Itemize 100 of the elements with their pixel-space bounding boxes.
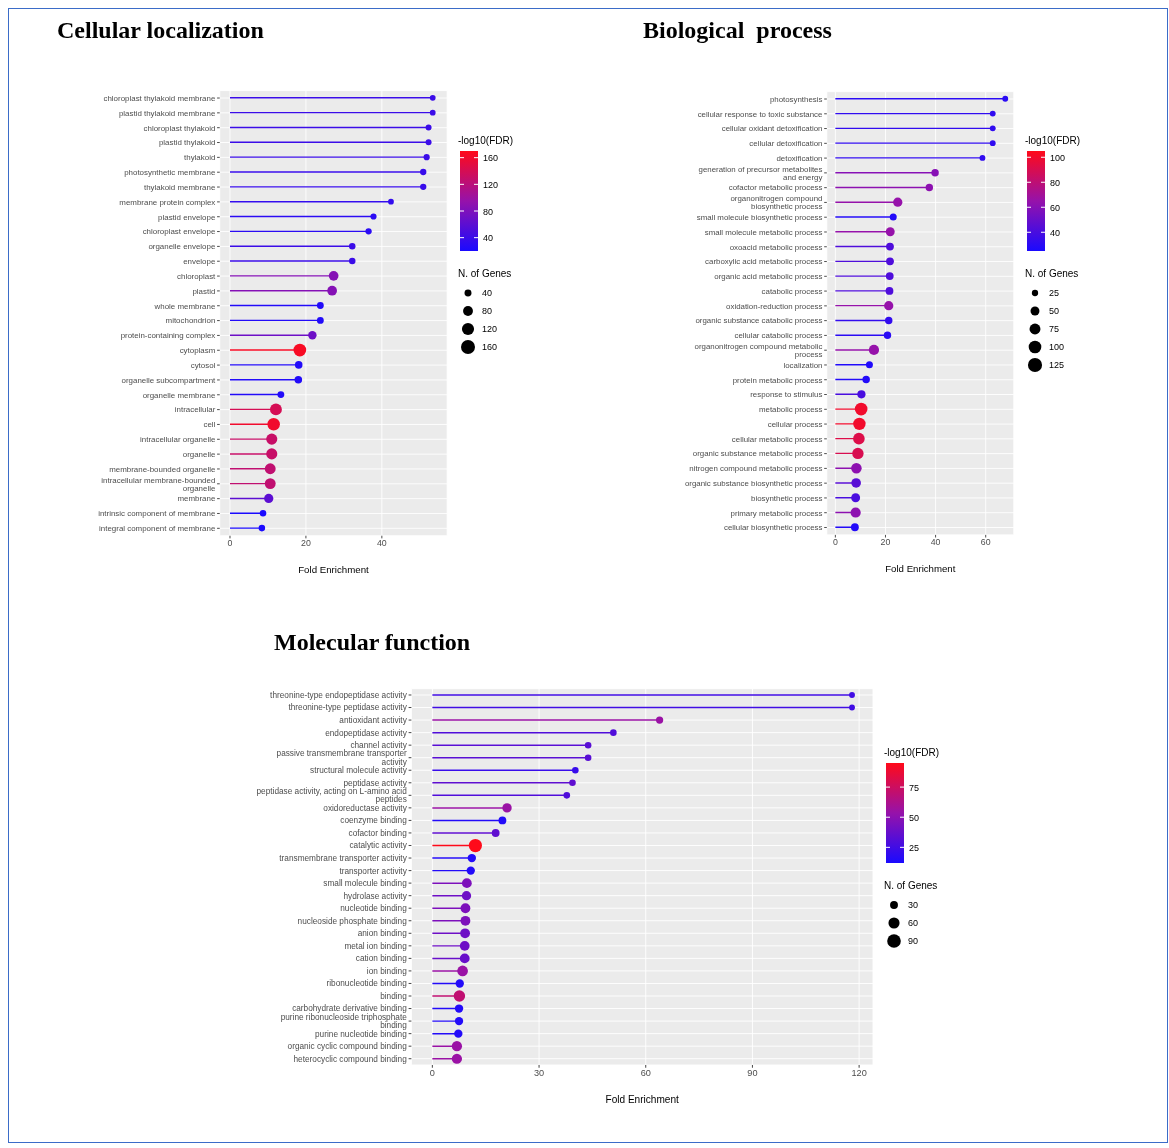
color-bar-label: 50: [909, 812, 920, 823]
y-tick-label: carboxylic acid metabolic process: [705, 257, 823, 267]
chart-title: Biological process: [642, 17, 833, 45]
legend-label: 60: [908, 918, 919, 928]
x-tick-label: 60: [980, 537, 991, 548]
y-tick-label: biosynthetic process: [751, 493, 823, 503]
y-tick-label: cellular oxidant detoxification: [721, 124, 823, 134]
y-tick-label: hydrolase activity: [343, 891, 408, 901]
y-tick-label: binding: [380, 991, 408, 1001]
x-tick-label: 0: [832, 537, 838, 548]
legend-label: 75: [1048, 324, 1059, 334]
y-tick-label: catabolic process: [761, 286, 823, 296]
y-tick-label: integral component of membrane: [99, 524, 216, 534]
legend-title: N. of Genes: [884, 880, 938, 891]
legend-title: N. of Genes: [457, 268, 512, 279]
y-tick-label: plastid envelope: [158, 212, 216, 222]
x-tick-label: 0: [429, 1068, 435, 1079]
x-tick-label: 20: [301, 538, 311, 549]
y-tick-label: organic acid metabolic process: [714, 272, 823, 282]
y-tick-label: organelle membrane: [142, 390, 216, 400]
y-tick-label: organic substance biosynthetic process: [684, 478, 823, 488]
y-tick-label: cellular metabolic process: [731, 434, 823, 444]
y-tick-label: organonitrogen compound metabolic process: [694, 342, 823, 359]
legend-title: N. of Genes: [1024, 268, 1078, 279]
color-bar-label: 75: [909, 782, 920, 793]
color-bar-label: 100: [1049, 152, 1065, 163]
y-tick-label: organelle envelope: [148, 242, 216, 252]
y-tick-label: organic substance metabolic process: [692, 449, 823, 459]
y-tick-label: protein-containing complex: [120, 331, 216, 341]
x-tick-label: 20: [880, 537, 891, 548]
y-tick-label: oxidoreductase activity: [323, 803, 408, 813]
y-tick-label: membrane-bounded organelle: [109, 464, 216, 474]
color-bar-title: -log10(FDR): [1024, 135, 1080, 146]
y-tick-label: organelle subcompartment: [121, 375, 217, 385]
y-tick-label: cellular catabolic process: [734, 331, 823, 341]
y-tick-label: cofactor metabolic process: [728, 183, 823, 193]
legend-label: 90: [908, 936, 919, 946]
y-tick-label: anion binding: [357, 929, 408, 939]
y-tick-label: plastid thylakoid membrane: [118, 108, 216, 118]
y-tick-label: thylakoid membrane: [143, 182, 216, 192]
y-tick-label: nucleoside phosphate binding: [297, 916, 408, 926]
y-tick-label: structural molecule activity: [310, 766, 408, 776]
y-tick-label: oxoacid metabolic process: [729, 242, 823, 252]
y-tick-label: chloroplast envelope: [142, 227, 216, 237]
color-bar-label: 40: [482, 233, 493, 244]
y-tick-label: cytosol: [190, 360, 216, 370]
y-tick-label: metal ion binding: [344, 941, 408, 951]
y-tick-label: cytoplasm: [179, 346, 216, 356]
color-bar-label: 80: [482, 206, 493, 217]
y-tick-label: threonine-type peptidase activity: [288, 703, 408, 713]
y-tick-label: photosynthetic membrane: [124, 168, 216, 178]
y-tick-label: intracellular organelle: [140, 435, 216, 445]
y-tick-label: ribonucleotide binding: [326, 979, 408, 989]
legend-label: 25: [1048, 288, 1059, 298]
y-tick-label: photosynthesis: [769, 94, 823, 104]
y-tick-label: catalytic activity: [349, 841, 408, 851]
y-tick-label: small molecule metabolic process: [704, 227, 823, 237]
x-tick-label: 30: [533, 1068, 545, 1079]
x-axis-title: Fold Enrichment: [605, 1094, 680, 1106]
x-tick-label: 90: [747, 1068, 758, 1079]
y-tick-label: organic substance catabolic process: [695, 316, 823, 326]
y-tick-label: protein metabolic process: [732, 375, 823, 385]
color-bar-label: 25: [909, 842, 920, 853]
chart-title: Molecular function: [273, 629, 472, 657]
y-tick-label: membrane: [177, 494, 216, 504]
y-tick-label: metabolic process: [758, 405, 823, 415]
y-tick-label: transporter activity: [339, 866, 408, 876]
y-tick-label: chloroplast: [177, 271, 217, 281]
y-tick-label: carbohydrate derivative binding: [292, 1004, 408, 1014]
y-tick-label: intracellular membrane-bounded organelle: [101, 475, 216, 493]
x-tick-label: 40: [930, 537, 941, 548]
y-tick-label: generation of precursor metabolites and energy: [698, 164, 823, 182]
color-bar-label: 40: [1049, 227, 1060, 238]
y-tick-label: organelle: [182, 449, 216, 459]
y-tick-label: small molecule binding: [323, 879, 408, 889]
y-tick-label: nucleotide binding: [340, 904, 408, 914]
chart-title: Cellular localization: [56, 17, 265, 45]
y-tick-label: mitochondrion: [165, 316, 216, 326]
y-tick-label: intrinsic component of membrane: [98, 509, 216, 519]
legend-label: 40: [481, 288, 492, 298]
color-bar-label: 60: [1049, 202, 1060, 213]
y-tick-label: nitrogen compound metabolic process: [689, 464, 823, 474]
y-tick-label: primary metabolic process: [730, 508, 823, 518]
y-tick-label: heterocyclic compound binding: [293, 1054, 408, 1064]
y-tick-label: channel activity: [350, 741, 408, 751]
y-tick-label: organonitrogen compound biosynthetic process: [730, 194, 823, 212]
y-tick-label: localization: [783, 360, 823, 370]
legend-label: 120: [481, 324, 497, 334]
y-tick-label: envelope: [183, 257, 216, 267]
y-tick-label: cellular response to toxic substance: [697, 109, 824, 119]
x-axis-title: Fold Enrichment: [885, 562, 956, 574]
y-tick-label: intracellular: [174, 405, 216, 415]
y-tick-label: cofactor binding: [348, 828, 408, 838]
x-tick-label: 40: [376, 538, 387, 549]
color-bar-label: 120: [482, 179, 498, 190]
y-tick-label: cellular process: [767, 419, 823, 429]
y-tick-label: organic cyclic compound binding: [287, 1042, 408, 1052]
legend-label: 125: [1048, 360, 1064, 370]
y-tick-label: endopeptidase activity: [325, 728, 408, 738]
y-tick-label: response to stimulus: [750, 390, 823, 400]
